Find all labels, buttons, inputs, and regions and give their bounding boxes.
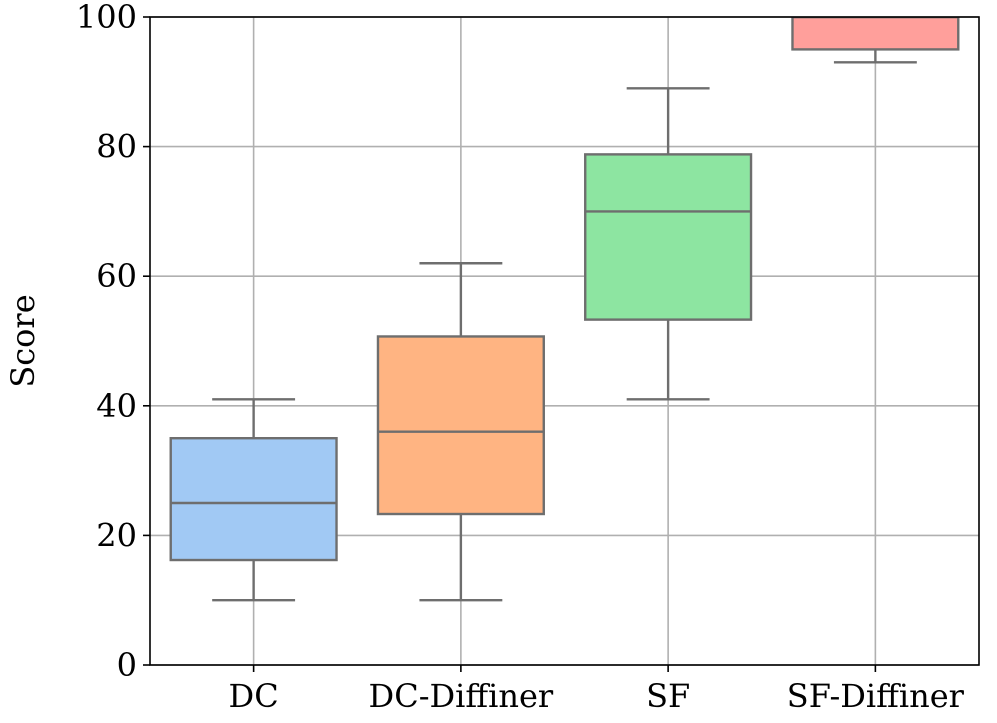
y-tick-label: 100 [76,0,137,36]
box-dc [169,437,338,562]
box-sf-diffiner [791,17,960,51]
box-group [169,17,960,602]
boxes [169,17,960,602]
y-tick-label: 40 [96,387,137,425]
y-axis-label: Score [4,294,42,387]
y-tick-label: 0 [117,646,137,684]
y-ticks: 0 20 40 60 80 100 [76,0,150,684]
x-tick-label: DC-Diffiner [369,677,554,715]
y-tick-label: 20 [96,516,137,554]
y-tick-label: 80 [96,128,137,166]
x-tick-label: SF [646,677,690,715]
x-tick-label: SF-Diffiner [787,677,965,715]
y-tick-label: 60 [96,257,137,295]
grid [150,16,979,666]
box-sf [584,153,753,321]
box-dc-diffiner [376,335,545,516]
plot-frame [149,16,980,666]
x-tick-label: DC [229,677,279,715]
x-ticks: DC DC-Diffiner SF SF-Diffiner [229,665,965,715]
